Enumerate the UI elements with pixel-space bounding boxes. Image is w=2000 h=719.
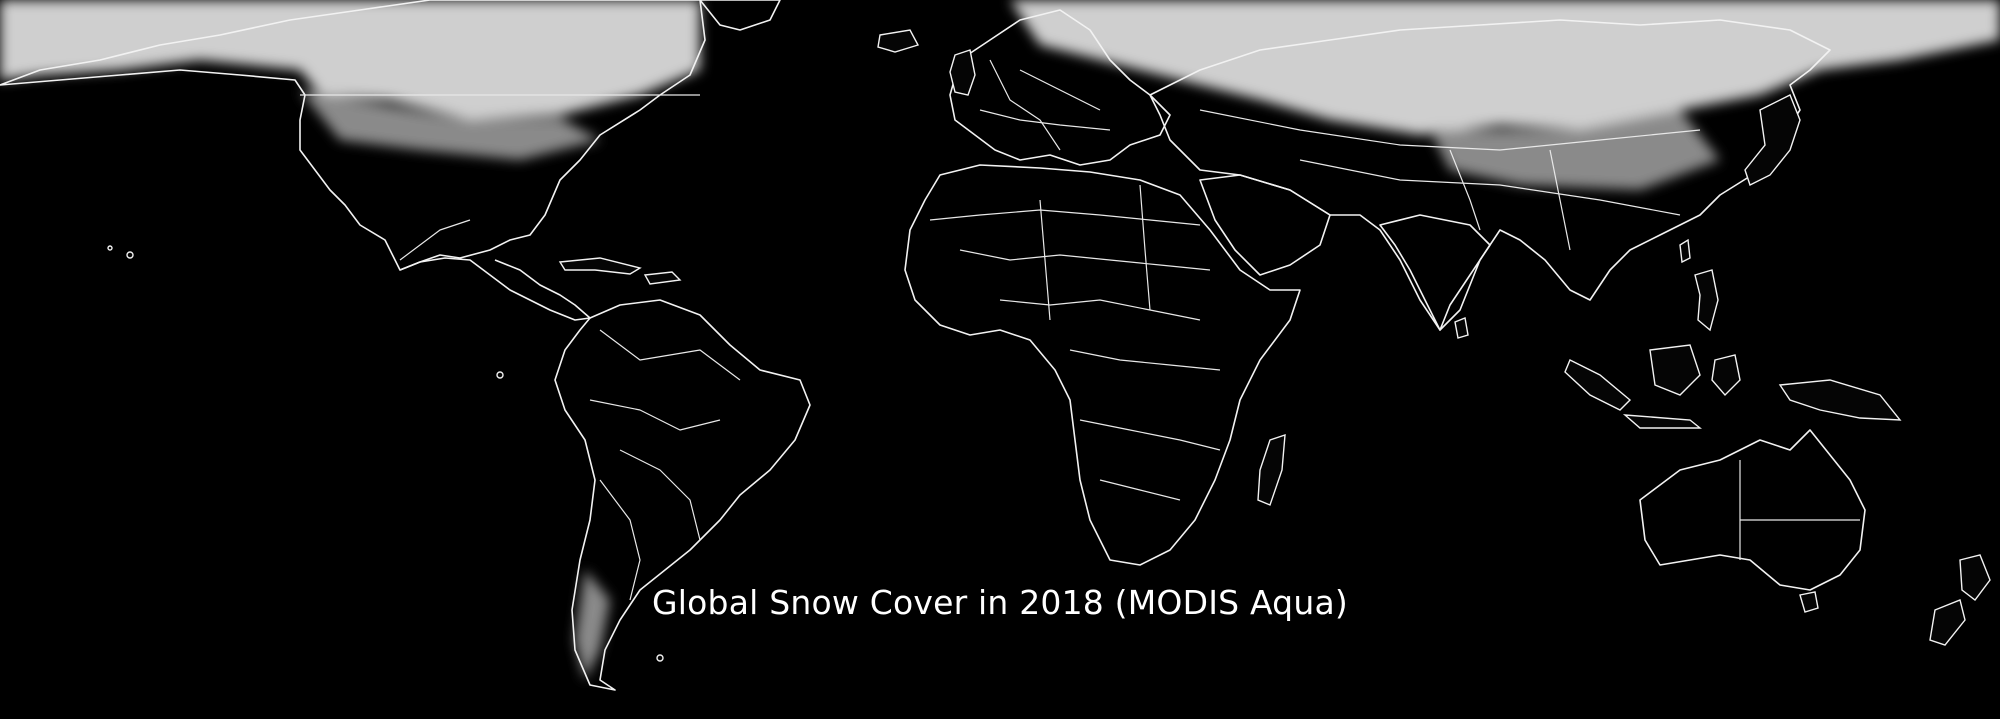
island-britain <box>949 49 976 96</box>
island-sumatra <box>1564 359 1632 411</box>
island-pacific-a <box>107 245 113 251</box>
snow-north-america-fringe <box>300 90 600 160</box>
snow-andes <box>575 570 610 680</box>
land-north-america <box>0 0 706 271</box>
island-new-guinea <box>1778 379 1902 421</box>
island-sri-lanka <box>1454 317 1469 339</box>
island-iceland <box>877 29 920 53</box>
island-philippines <box>1694 269 1719 332</box>
continents-layer <box>0 0 1991 691</box>
island-sulawesi <box>1711 354 1741 397</box>
island-tasmania <box>1799 591 1819 613</box>
land-central-america <box>399 257 591 321</box>
land-india <box>1379 214 1491 331</box>
island-madagascar <box>1257 433 1286 506</box>
snow-cover-layer <box>0 0 2000 680</box>
island-hispaniola <box>643 271 682 285</box>
island-java <box>1622 414 1702 429</box>
island-cuba <box>558 257 642 275</box>
island-new-zealand-south <box>1929 599 1966 646</box>
land-australia <box>1639 429 1866 591</box>
land-africa <box>904 164 1301 566</box>
island-japan <box>1744 94 1801 186</box>
island-borneo <box>1649 344 1701 396</box>
island-galapagos <box>496 371 504 379</box>
land-europe <box>949 9 1171 166</box>
land-south-america <box>554 299 811 691</box>
country-borders-layer <box>300 59 1860 601</box>
snow-eurasia <box>1010 0 2000 135</box>
map-title: Global Snow Cover in 2018 (MODIS Aqua) <box>652 583 1348 622</box>
island-falklands <box>656 654 664 662</box>
snow-north-america <box>0 0 700 120</box>
snow-eurasia-fringe <box>1430 110 1720 190</box>
land-greenland <box>699 0 781 31</box>
land-asia <box>1149 19 1831 331</box>
island-hawaii <box>126 251 134 259</box>
island-new-zealand-north <box>1959 554 1991 601</box>
island-taiwan <box>1679 238 1691 264</box>
